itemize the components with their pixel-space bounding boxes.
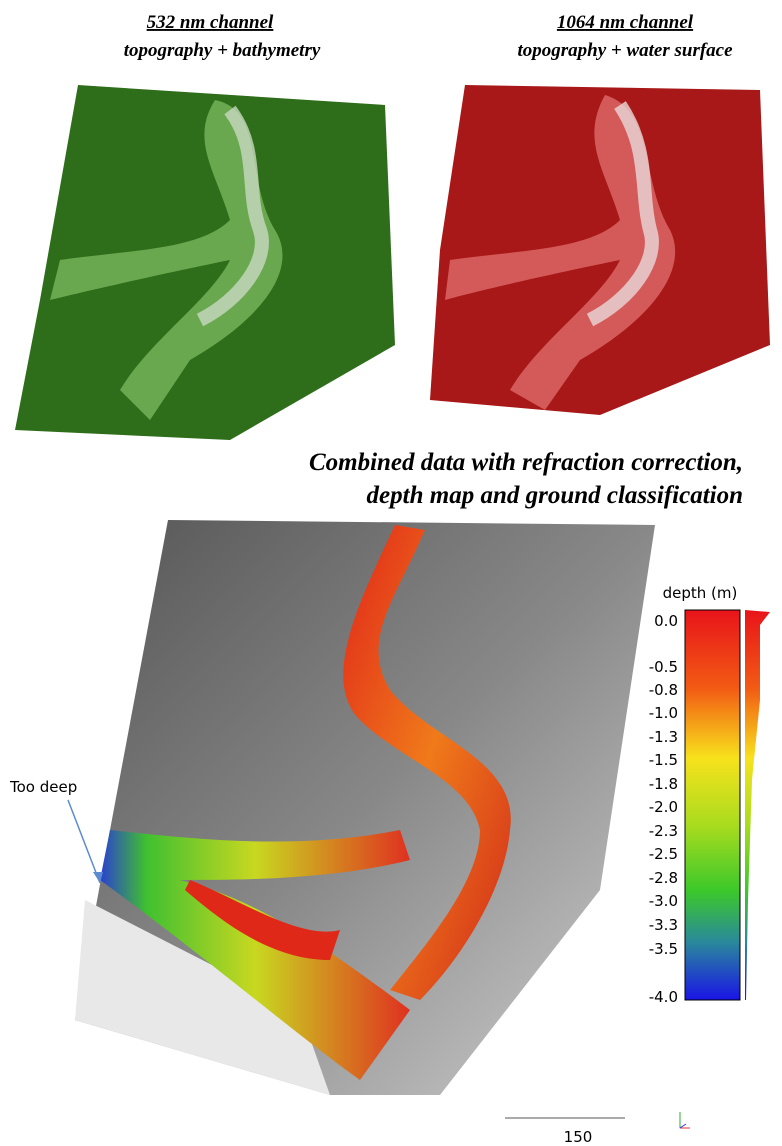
legend-label: -4.0	[649, 988, 678, 1006]
legend-label: -2.3	[649, 822, 678, 840]
combined-title: depth map and ground classification	[367, 482, 743, 509]
panel-title: 1064 nm channel	[557, 12, 694, 33]
legend-label: -2.5	[649, 845, 678, 863]
panel-title: 532 nm channel	[147, 12, 274, 33]
color-bar	[685, 610, 740, 1000]
legend-label: -0.5	[649, 658, 678, 676]
combined-title: Combined data with refraction correction…	[309, 449, 743, 476]
legend-ticks: 0.0 -0.5 -0.8 -1.0 -1.3 -1.5 -1.8 -2.0 -2.3 -2.5 -…	[649, 612, 678, 1006]
legend-label: -1.5	[649, 751, 678, 769]
legend-label: -3.0	[649, 892, 678, 910]
annotation: Too deep	[9, 778, 77, 796]
legend-label: -0.8	[649, 681, 678, 699]
panel-subtitle: topography + water surface	[517, 40, 733, 61]
legend-label: -3.3	[649, 916, 678, 934]
legend-label: -1.0	[649, 704, 678, 722]
red-point-cloud	[430, 85, 770, 415]
legend-label: 0.0	[654, 612, 678, 630]
legend-label: -2.8	[649, 869, 678, 887]
legend-label: -1.3	[649, 728, 678, 746]
legend-label: -1.8	[649, 775, 678, 793]
green-point-cloud	[15, 85, 395, 440]
annotation-arrow	[68, 800, 100, 883]
depth-histogram	[745, 610, 770, 1000]
axis-icon	[680, 1112, 690, 1128]
scale-label: 150	[564, 1128, 593, 1146]
legend-label: -3.5	[649, 940, 678, 958]
legend-title: depth (m)	[663, 584, 738, 602]
depth-map	[75, 520, 655, 1095]
legend-label: -2.0	[649, 798, 678, 816]
figure: 532 nm channel topography + bathymetry 1…	[0, 0, 782, 1146]
panel-subtitle: topography + bathymetry	[124, 40, 321, 61]
